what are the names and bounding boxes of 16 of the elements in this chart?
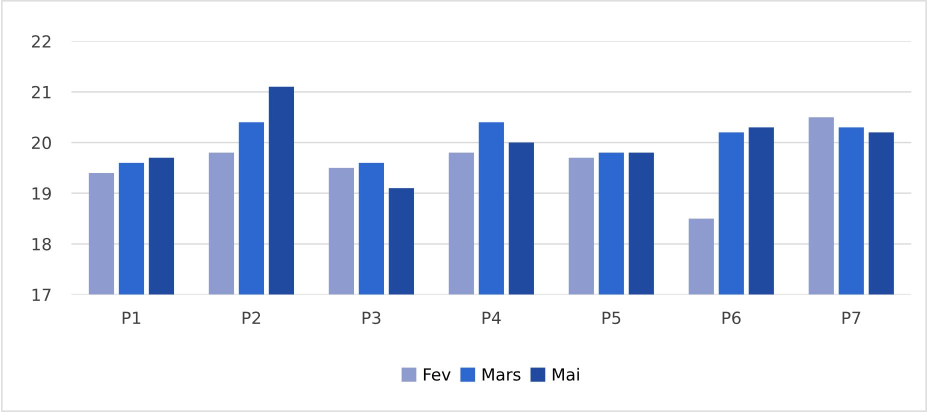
legend-label: Fev bbox=[424, 368, 451, 381]
legend-label: Mai bbox=[552, 368, 579, 381]
y-tick-label: 21 bbox=[32, 86, 50, 98]
legend-label: Mars bbox=[482, 368, 520, 381]
x-tick-label: P1 bbox=[122, 312, 140, 324]
y-tick-label: 18 bbox=[32, 238, 51, 250]
x-tick-label: P2 bbox=[242, 312, 260, 324]
x-tick-label: P3 bbox=[362, 312, 380, 324]
y-tick-label: 17 bbox=[32, 288, 51, 301]
x-tick-label: P5 bbox=[602, 312, 620, 324]
y-tick-label: 19 bbox=[32, 187, 51, 200]
x-tick-label: P6 bbox=[722, 312, 741, 324]
y-tick-label: 20 bbox=[32, 136, 51, 150]
y-tick-label: 22 bbox=[32, 35, 50, 48]
x-tick-label: P4 bbox=[482, 312, 501, 324]
x-tick-label: P7 bbox=[842, 312, 860, 324]
